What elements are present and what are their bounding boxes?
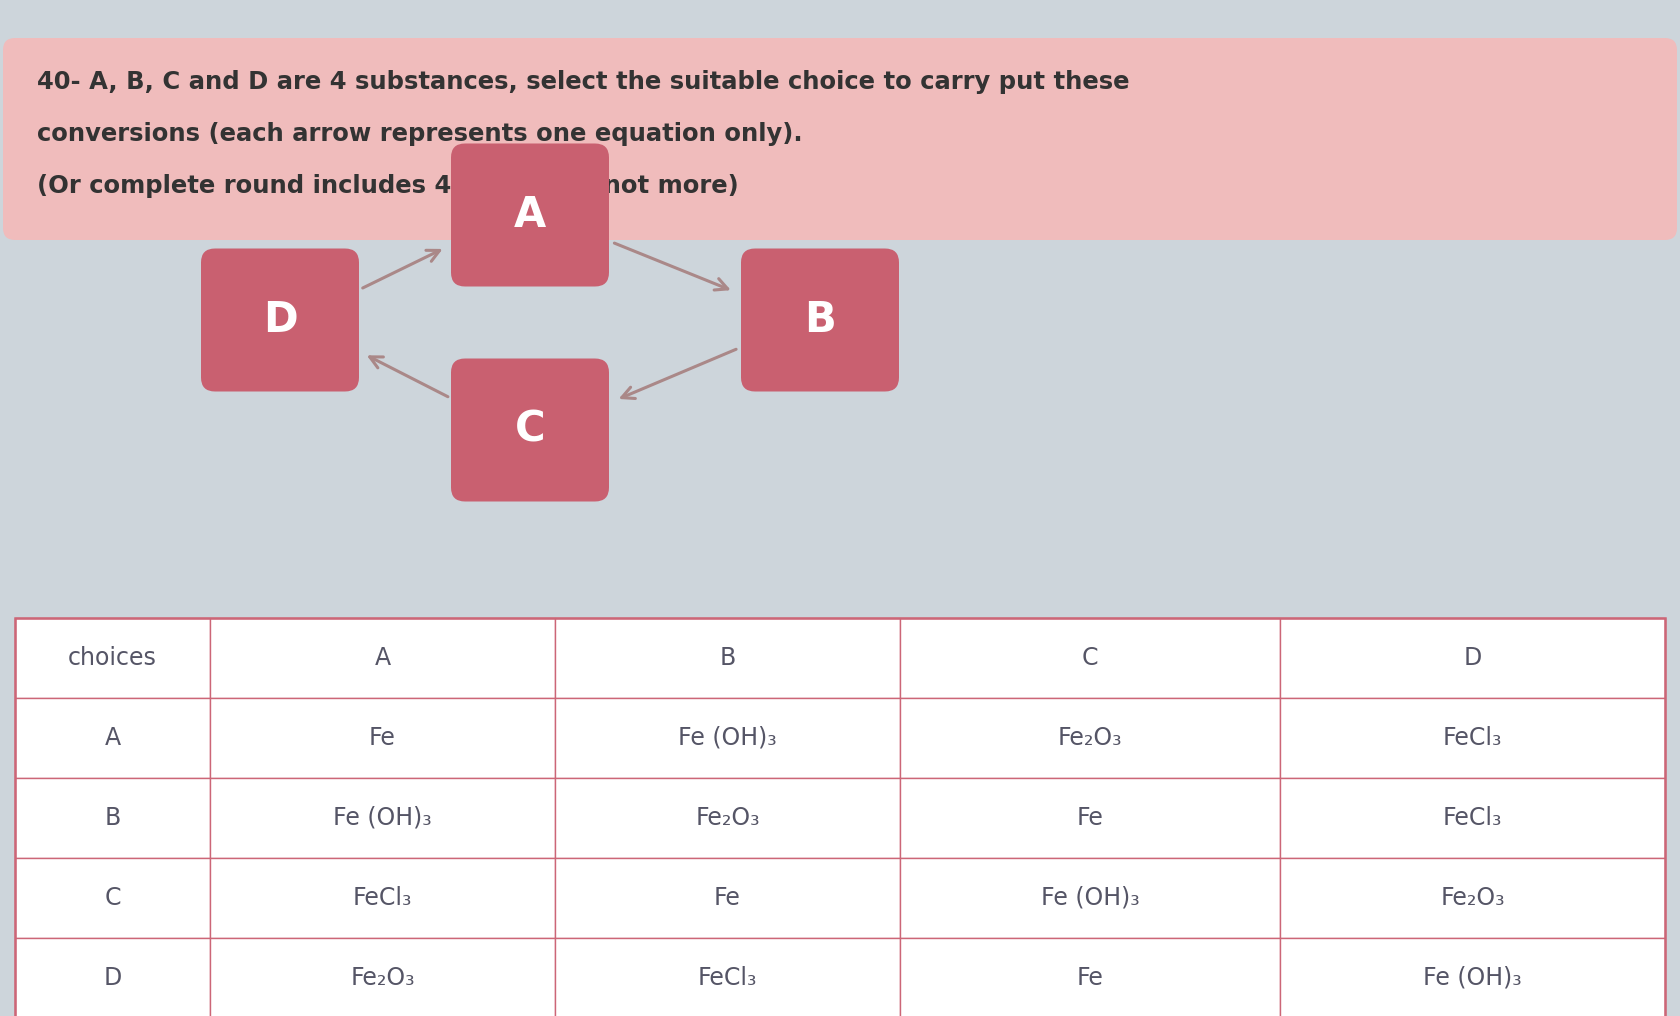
Text: D: D: [1463, 646, 1480, 670]
Bar: [899, 618, 1278, 698]
Bar: [15, 778, 210, 858]
Text: (Or complete round includes 4 equations not more): (Or complete round includes 4 equations …: [37, 174, 738, 198]
Text: Fe₂O₃: Fe₂O₃: [349, 966, 415, 990]
Text: Fe (OH)₃: Fe (OH)₃: [333, 806, 432, 830]
Bar: [210, 618, 554, 698]
Text: B: B: [104, 806, 121, 830]
Text: FeCl₃: FeCl₃: [1441, 806, 1502, 830]
Text: Fe (OH)₃: Fe (OH)₃: [677, 726, 776, 750]
Bar: [899, 858, 1278, 938]
FancyBboxPatch shape: [741, 249, 899, 391]
Text: Fe₂O₃: Fe₂O₃: [1057, 726, 1122, 750]
Text: Fe₂O₃: Fe₂O₃: [1440, 886, 1504, 910]
Text: Fe₂O₃: Fe₂O₃: [696, 806, 759, 830]
Text: A: A: [375, 646, 390, 670]
Bar: [15, 618, 210, 698]
Text: C: C: [104, 886, 121, 910]
Bar: [1278, 858, 1663, 938]
Bar: [899, 698, 1278, 778]
Text: D: D: [102, 966, 121, 990]
Text: D: D: [262, 299, 297, 341]
Text: Fe: Fe: [1075, 966, 1102, 990]
Text: Fe (OH)₃: Fe (OH)₃: [1423, 966, 1520, 990]
Bar: [554, 938, 899, 1016]
Text: FeCl₃: FeCl₃: [697, 966, 756, 990]
Text: B: B: [719, 646, 736, 670]
Text: Fe: Fe: [1075, 806, 1102, 830]
Text: Fe (OH)₃: Fe (OH)₃: [1040, 886, 1139, 910]
Bar: [210, 858, 554, 938]
Bar: [1278, 698, 1663, 778]
Bar: [554, 858, 899, 938]
Text: choices: choices: [67, 646, 156, 670]
Text: B: B: [803, 299, 835, 341]
Text: A: A: [104, 726, 121, 750]
Bar: [15, 698, 210, 778]
Bar: [1278, 938, 1663, 1016]
Bar: [1278, 618, 1663, 698]
Text: FeCl₃: FeCl₃: [1441, 726, 1502, 750]
Bar: [210, 698, 554, 778]
Bar: [899, 938, 1278, 1016]
Bar: [210, 938, 554, 1016]
FancyBboxPatch shape: [450, 143, 608, 287]
FancyBboxPatch shape: [3, 38, 1677, 240]
Text: conversions (each arrow represents one equation only).: conversions (each arrow represents one e…: [37, 122, 801, 146]
Text: C: C: [1082, 646, 1097, 670]
Bar: [15, 938, 210, 1016]
Bar: [1278, 778, 1663, 858]
Text: A: A: [514, 194, 546, 236]
Bar: [210, 778, 554, 858]
Bar: [15, 618, 1663, 1016]
Text: Fe: Fe: [370, 726, 396, 750]
Text: 40- A, B, C and D are 4 substances, select the suitable choice to carry put thes: 40- A, B, C and D are 4 substances, sele…: [37, 70, 1129, 94]
FancyBboxPatch shape: [202, 249, 360, 391]
Bar: [554, 618, 899, 698]
FancyBboxPatch shape: [450, 359, 608, 502]
Bar: [554, 698, 899, 778]
Bar: [15, 858, 210, 938]
Text: FeCl₃: FeCl₃: [353, 886, 412, 910]
Text: Fe: Fe: [714, 886, 741, 910]
Bar: [899, 778, 1278, 858]
Text: C: C: [514, 409, 544, 451]
Bar: [15, 618, 1663, 1016]
Bar: [554, 778, 899, 858]
